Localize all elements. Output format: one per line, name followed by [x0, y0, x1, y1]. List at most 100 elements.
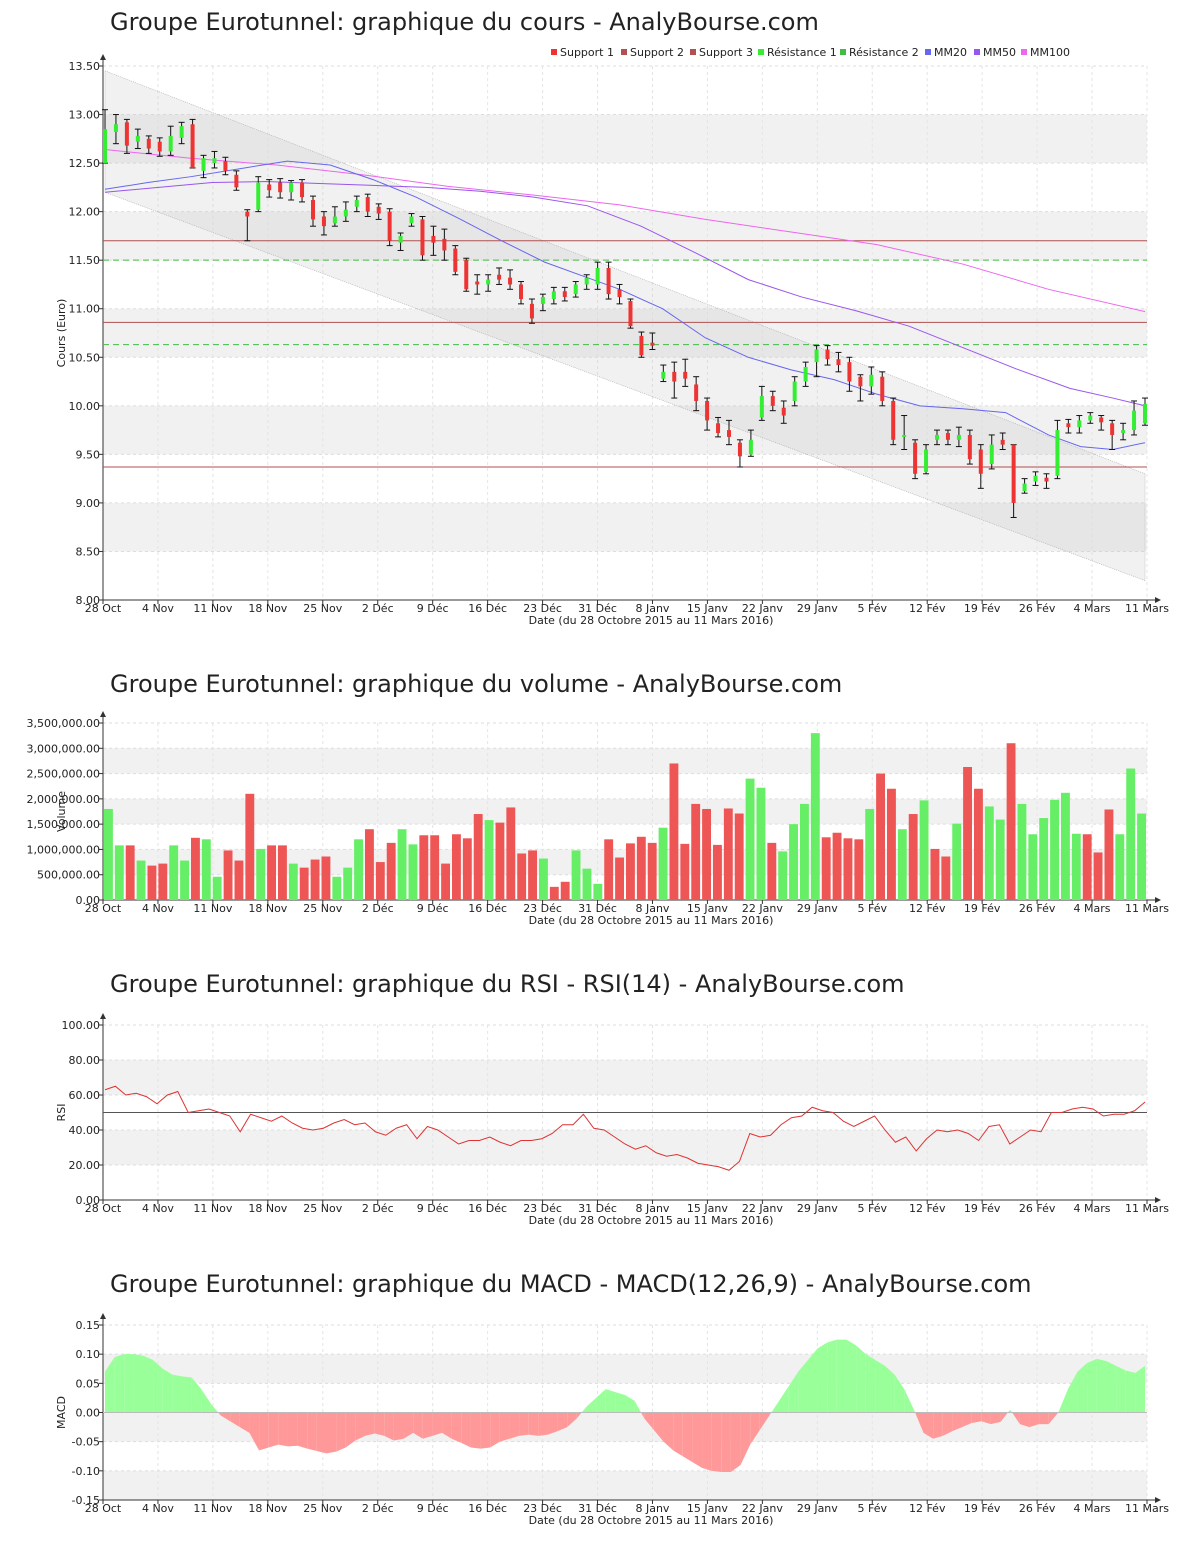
x-tick-label: 11 Nov: [193, 902, 232, 915]
x-tick-label: 18 Nov: [248, 1502, 287, 1515]
volume-bar: [528, 850, 537, 900]
candle-body: [201, 158, 206, 171]
macd-negative-area: [355, 1412, 365, 1441]
candle-body: [497, 274, 502, 280]
y-tick-label: 0.10: [76, 1348, 101, 1361]
x-tick-label: 22 Janv: [742, 902, 783, 915]
candle-body: [836, 359, 841, 366]
macd-negative-area: [952, 1412, 963, 1432]
volume-bar: [201, 839, 211, 900]
macd-negative-area: [1019, 1412, 1030, 1428]
macd-negative-area: [268, 1412, 279, 1448]
x-tick-label: 23 Déc: [523, 902, 562, 915]
macd-positive-area: [885, 1365, 895, 1413]
candle: [222, 156, 229, 176]
x-tick-label: 4 Mars: [1074, 602, 1111, 615]
volume-bar: [658, 827, 668, 900]
candle: [1010, 444, 1017, 518]
macd-negative-area: [653, 1412, 664, 1442]
candle: [758, 385, 765, 421]
macd-negative-area: [1039, 1412, 1049, 1425]
candle: [912, 439, 919, 480]
candle-body: [365, 197, 370, 212]
legend-item: Support 3: [690, 46, 753, 59]
legend-label: MM50: [983, 46, 1016, 59]
y-tick-label: 3,500,000.00: [27, 717, 100, 730]
volume-bar: [180, 860, 189, 900]
legend-item: Support 2: [621, 46, 684, 59]
candle-body: [705, 400, 710, 421]
macd-negative-area: [538, 1412, 548, 1436]
x-tick-label: 2 Déc: [362, 602, 394, 615]
candle: [999, 432, 1006, 451]
volume-bar: [1028, 834, 1038, 900]
x-tick-label: 19 Fév: [964, 602, 1001, 615]
candle: [353, 195, 360, 213]
volume-bar: [114, 845, 124, 900]
x-tick-label: 26 Fév: [1019, 1202, 1056, 1215]
volume-bar: [310, 859, 320, 900]
price-chart-panel: Groupe Eurotunnel: graphique du cours - …: [0, 8, 1200, 638]
volume-bar: [1061, 792, 1070, 900]
x-tick-label: 22 Janv: [742, 1202, 783, 1215]
legend-item: Résistance 2: [840, 46, 919, 59]
candle: [671, 361, 678, 399]
macd-positive-area: [182, 1376, 192, 1413]
x-tick-label: 12 Fév: [909, 1502, 946, 1515]
x-tick-label: 8 Janv: [635, 902, 669, 915]
x-axis-label: Date (du 28 Octobre 2015 au 11 Mars 2016…: [529, 1514, 774, 1527]
macd-positive-area: [771, 1400, 780, 1413]
macd-positive-area: [201, 1389, 211, 1413]
macd-positive-area: [1007, 1409, 1011, 1413]
x-tick-label: 8 Janv: [635, 1502, 669, 1515]
legend-item: MM20: [925, 46, 967, 59]
grid-band: [103, 405, 1147, 455]
candle: [244, 209, 251, 242]
candle: [791, 376, 798, 407]
candle-body: [891, 400, 896, 440]
macd-negative-area: [336, 1412, 346, 1452]
macd-negative-area: [711, 1412, 722, 1472]
candle-body: [737, 442, 742, 457]
x-tick-label: 15 Janv: [687, 602, 728, 615]
x-tick-label: 31 Déc: [578, 602, 617, 615]
x-tick-label: 25 Nov: [303, 902, 342, 915]
grid-band: [103, 1354, 1147, 1384]
mm100-line: [104, 149, 1146, 313]
y-axis-label: Volume: [55, 791, 68, 832]
volume-bar: [321, 856, 331, 900]
candle: [1043, 473, 1050, 489]
candle-body: [431, 235, 436, 243]
macd-negative-area: [403, 1412, 414, 1439]
macd-negative-area: [567, 1412, 577, 1428]
macd-positive-area: [846, 1339, 857, 1413]
macd-positive-area: [1125, 1370, 1136, 1413]
volume-bar: [680, 843, 690, 900]
candle-body: [573, 284, 578, 295]
x-tick-label: 29 Janv: [797, 902, 838, 915]
rsi-chart-panel: Groupe Eurotunnel: graphique du RSI - RS…: [0, 970, 1200, 1235]
volume-bar: [887, 788, 896, 900]
candle: [211, 150, 218, 169]
candle-body: [168, 135, 173, 152]
candle: [1142, 397, 1148, 426]
x-tick-label: 8 Janv: [635, 1202, 669, 1215]
x-tick-label: 16 Déc: [468, 902, 507, 915]
macd-positive-area: [836, 1339, 847, 1413]
volume-bar: [1071, 833, 1081, 900]
candle-body: [508, 277, 513, 285]
candle-body: [300, 182, 305, 198]
volume-bar: [125, 845, 135, 900]
candle-body: [1066, 423, 1071, 428]
volume-bar: [223, 850, 233, 900]
candle: [102, 109, 108, 164]
volume-bar: [854, 839, 864, 900]
candle: [649, 332, 656, 351]
macd-negative-area: [750, 1412, 760, 1445]
legend-label: MM100: [1030, 46, 1070, 59]
macd-negative-area: [673, 1412, 683, 1457]
macd-positive-area: [807, 1348, 818, 1413]
candle-body: [650, 342, 655, 346]
volume-bar: [1137, 813, 1146, 900]
rsi-chart-title: Groupe Eurotunnel: graphique du RSI - RS…: [110, 970, 905, 998]
